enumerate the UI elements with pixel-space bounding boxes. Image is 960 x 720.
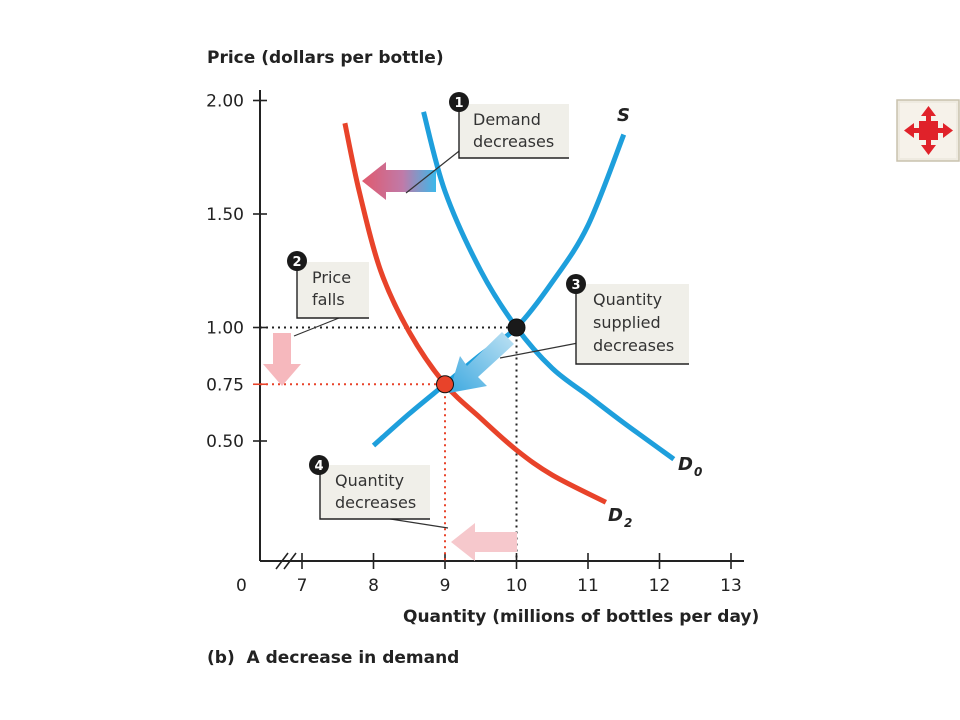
- x-tick-label: 11: [577, 576, 599, 596]
- price-fall-arrow: [263, 333, 301, 386]
- callout-line: falls: [312, 290, 345, 309]
- step-badge: [449, 92, 469, 112]
- callout-line: decreases: [335, 493, 416, 512]
- callout-line: supplied: [593, 313, 661, 332]
- callout-line: Quantity: [335, 471, 404, 490]
- origin-label: 0: [236, 576, 247, 596]
- callout-line: Demand: [473, 110, 541, 129]
- x-tick-label: 7: [297, 576, 308, 596]
- new-equilibrium-point: [436, 375, 454, 394]
- callout-box: [576, 284, 689, 364]
- callout-quantity-decreases: 4 Quantity decreases: [309, 455, 449, 529]
- x-tick-label: 13: [720, 576, 742, 596]
- step-number: 4: [314, 459, 323, 474]
- curve-d0: [421, 111, 676, 462]
- y-tick-label: 0.50: [206, 432, 244, 452]
- callout-line: decreases: [593, 336, 674, 355]
- shift-arrows: [263, 162, 517, 561]
- callout-box: [297, 262, 369, 318]
- callout-bracket: [296, 262, 369, 319]
- callout-box: [320, 465, 430, 519]
- step-badge: [566, 274, 586, 294]
- step-badge: [287, 251, 307, 271]
- leader-line: [499, 342, 579, 359]
- step-badge: [309, 455, 329, 475]
- x-axis-title: Quantity (millions of bottles per day): [403, 607, 759, 627]
- callout-line: decreases: [473, 132, 554, 151]
- curve-label-d2: D2: [608, 505, 632, 530]
- callout-line: Quantity: [593, 290, 662, 309]
- original-equilibrium-point: [507, 318, 526, 337]
- callout-bracket: [575, 284, 689, 365]
- chart-caption: (b) A decrease in demand: [207, 648, 459, 668]
- callout-bracket: [319, 465, 430, 520]
- leader-line: [405, 147, 464, 194]
- axes: [259, 90, 744, 570]
- x-tick-label: 8: [368, 576, 379, 596]
- callout-price-falls: 2 Price falls: [287, 251, 369, 337]
- quantity-decrease-arrow: [451, 523, 517, 561]
- reference-lines: [260, 326, 518, 561]
- demand-shift-arrow: [362, 162, 436, 200]
- y-tick-label: 2.00: [206, 92, 244, 112]
- curve-label-d0: D0: [678, 454, 702, 479]
- along-supply-arrow: [449, 332, 514, 393]
- x-tick-label: 9: [440, 576, 451, 596]
- expand-arrows-icon[interactable]: [896, 99, 960, 162]
- y-tick-label: 1.50: [206, 205, 244, 225]
- x-tick-label: 12: [649, 576, 671, 596]
- callout-line: Price: [312, 268, 351, 287]
- leader-line: [293, 317, 340, 337]
- callout-box: [459, 104, 569, 158]
- curve-label-s: S: [617, 105, 630, 126]
- y-axis-title: Price (dollars per bottle): [207, 48, 444, 68]
- y-tick-label: 1.00: [206, 319, 244, 339]
- x-tick-label: 10: [506, 576, 528, 596]
- step-number: 2: [292, 255, 301, 270]
- callout-quantity-supplied-decreases: 3 Quantity supplied decreases: [499, 274, 689, 365]
- equilibrium-points: [436, 318, 526, 394]
- axis-break-icon: [275, 552, 297, 570]
- step-number: 3: [571, 278, 580, 293]
- callout-demand-decreases: 1 Demand decreases: [405, 92, 569, 194]
- ticks: 7 8 9 10 11 12 130.501.001.502.000.75: [206, 92, 742, 597]
- y-tick-label-highlight: 0.75: [206, 375, 244, 395]
- step-number: 1: [454, 96, 463, 111]
- callout-bracket: [458, 104, 569, 159]
